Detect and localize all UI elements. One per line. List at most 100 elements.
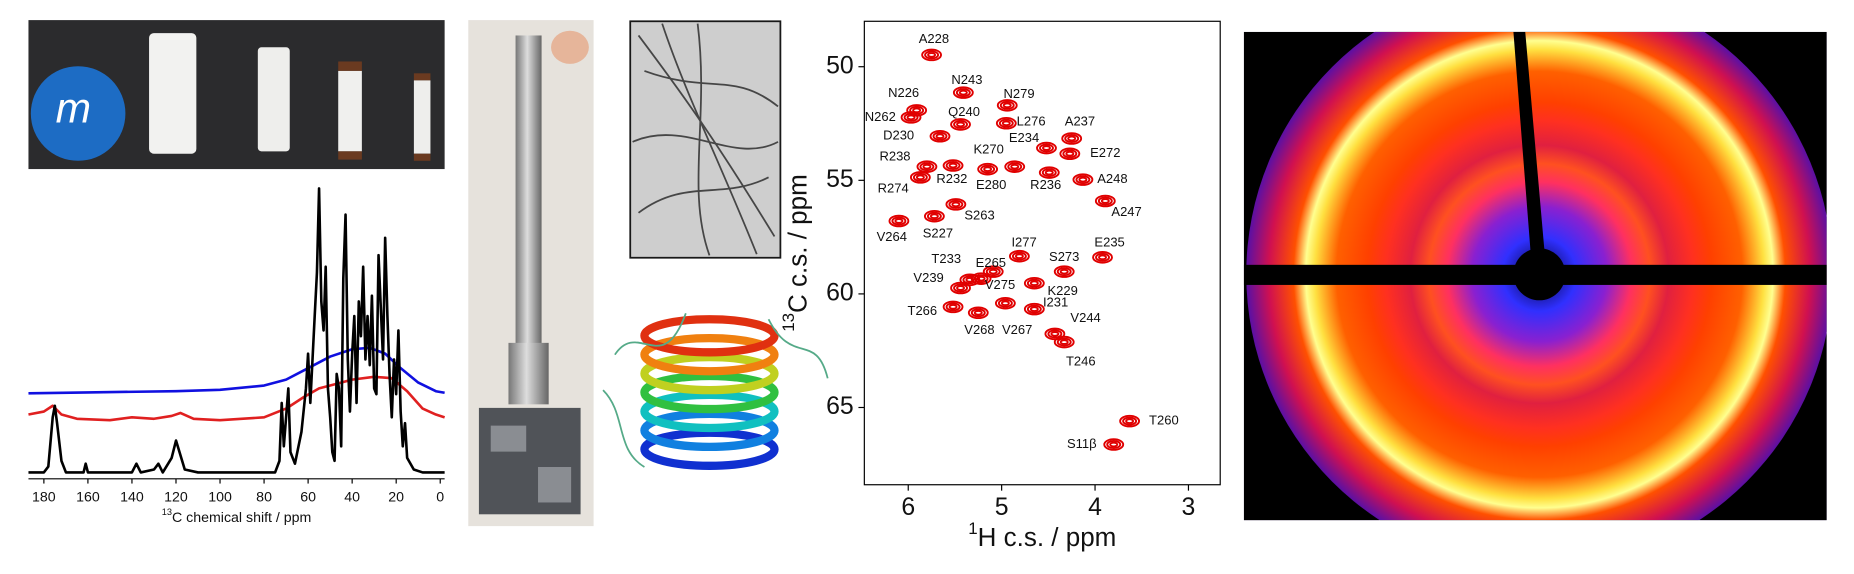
- contour: [1041, 145, 1051, 151]
- x-tick-label: 140: [120, 489, 144, 505]
- contour: [973, 274, 989, 284]
- peak: [921, 48, 942, 62]
- x-tick-label: 80: [256, 489, 272, 505]
- contour: [1044, 327, 1066, 341]
- contour: [1059, 339, 1069, 345]
- x-tick-label: 100: [208, 489, 232, 505]
- peak-label: I231: [1043, 295, 1068, 310]
- contour: [935, 133, 945, 140]
- contour: [998, 118, 1014, 128]
- peak-label: T266: [908, 303, 938, 318]
- y-tick-label: 65: [826, 393, 854, 420]
- peak-label: N243: [951, 72, 982, 87]
- contour: [922, 163, 932, 170]
- contour: [982, 265, 1004, 278]
- contour: [1029, 306, 1039, 312]
- peak: [1023, 276, 1045, 290]
- peak: [1023, 302, 1045, 316]
- contour: [1036, 141, 1057, 155]
- peak-label: T260: [1149, 413, 1179, 428]
- contour: [985, 267, 1001, 277]
- contour: [988, 268, 998, 275]
- contour: [1056, 267, 1072, 277]
- contour: [948, 199, 964, 209]
- peak: [1053, 335, 1075, 349]
- contour: [1044, 169, 1054, 176]
- y-tick-label: 50: [826, 52, 854, 79]
- contour: [1026, 304, 1042, 314]
- contour: [948, 162, 958, 169]
- contour: [1095, 252, 1110, 262]
- peak-label: V264: [877, 229, 907, 244]
- contour: [912, 172, 928, 182]
- contour: [980, 164, 996, 174]
- peak: [1044, 327, 1066, 341]
- y-axis-label-main: C c.s. / ppm: [782, 174, 812, 313]
- contour: [945, 161, 961, 171]
- peak-label: S227: [923, 225, 953, 240]
- peak-label: S273: [1049, 249, 1079, 264]
- peak-label: R274: [878, 181, 909, 196]
- contour: [1004, 160, 1026, 173]
- contour: [948, 304, 958, 310]
- peak: [1004, 160, 1026, 173]
- contour: [942, 300, 964, 314]
- contour: [1098, 254, 1108, 261]
- contour: [1097, 196, 1113, 206]
- contour: [1023, 276, 1045, 290]
- diffraction-image: [1243, 31, 1827, 521]
- contour: [1002, 102, 1012, 109]
- contour: [888, 214, 910, 228]
- peak: [977, 162, 999, 176]
- contour: [1061, 132, 1083, 145]
- x-tick-label: 4: [1088, 494, 1102, 521]
- peak: [888, 214, 910, 228]
- contour: [1067, 135, 1077, 142]
- contour: [1041, 168, 1057, 178]
- x-tick-label: 60: [300, 489, 316, 505]
- contour: [1053, 265, 1075, 278]
- peak: [909, 171, 931, 184]
- contour: [994, 296, 1016, 310]
- contour: [1000, 300, 1010, 307]
- y-axis-label-sup: 13: [780, 313, 799, 332]
- peak: [929, 129, 951, 143]
- contour: [976, 275, 986, 282]
- peak: [945, 198, 967, 211]
- contour: [1125, 418, 1135, 424]
- contour: [951, 201, 961, 208]
- peak: [996, 99, 1018, 112]
- contour: [996, 99, 1018, 112]
- contour: [1092, 251, 1113, 264]
- contour: [1059, 147, 1081, 160]
- contour: [1065, 150, 1075, 157]
- peak: [1036, 141, 1057, 155]
- peak-label: T246: [1066, 354, 1096, 369]
- x-tick-label: 0: [436, 489, 444, 505]
- peak: [1053, 265, 1075, 278]
- contour: [891, 216, 907, 226]
- peak-label: E272: [1090, 145, 1120, 160]
- contour: [950, 118, 971, 131]
- x-tick-label: 160: [76, 489, 100, 505]
- contour: [906, 114, 916, 121]
- spectrum-line: [28, 187, 445, 474]
- contour: [909, 171, 931, 184]
- peak-label: D230: [883, 128, 914, 143]
- contour: [950, 281, 971, 295]
- contour: [956, 285, 966, 291]
- peak-label: V275: [985, 277, 1015, 292]
- contour: [1106, 440, 1122, 450]
- peak-label: K270: [974, 142, 1004, 157]
- peak: [995, 117, 1017, 130]
- x-tick-label: 180: [32, 489, 56, 505]
- probe-photo: [468, 20, 594, 527]
- contour: [900, 111, 922, 124]
- contour: [1053, 335, 1075, 349]
- peak-label: V244: [1070, 310, 1100, 325]
- contour: [1064, 134, 1080, 144]
- x-axis-label-main: C chemical shift / ppm: [172, 510, 311, 526]
- peak-label: A237: [1065, 113, 1095, 128]
- peak-label: T233: [931, 251, 961, 266]
- contour: [1023, 302, 1045, 316]
